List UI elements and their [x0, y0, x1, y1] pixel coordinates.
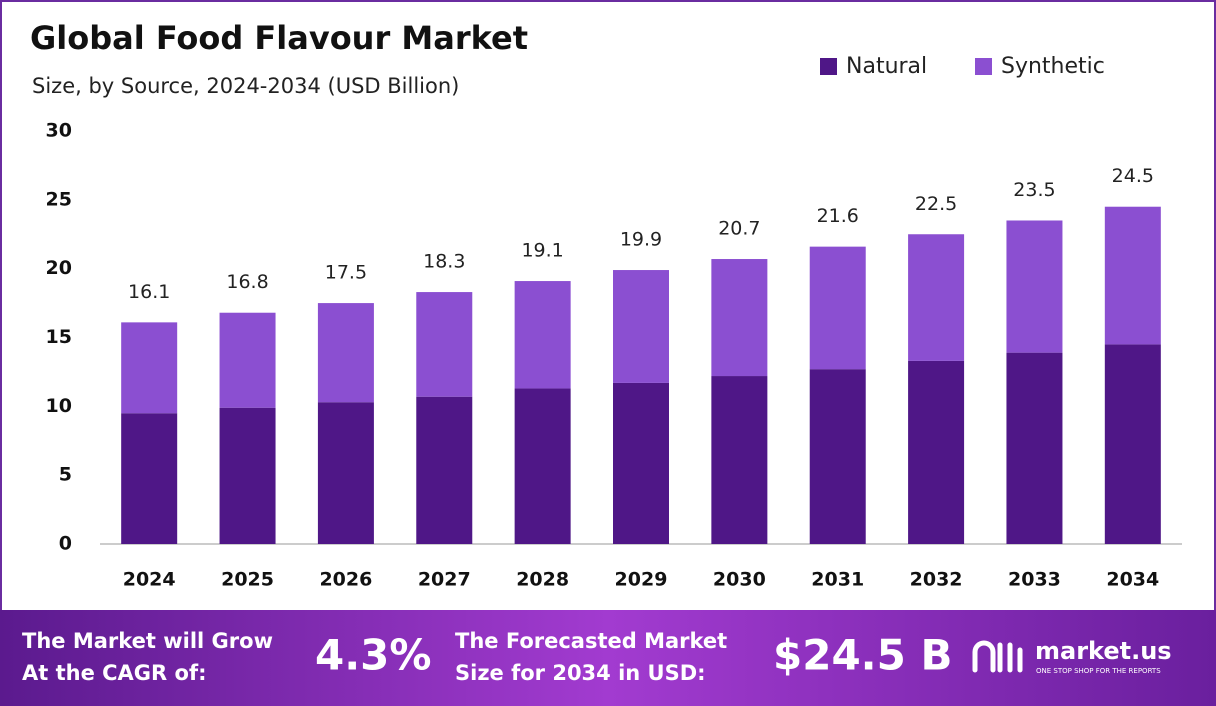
bar-segment: [1104, 344, 1161, 544]
bar-segment: [514, 388, 571, 544]
total-label: 17.5: [325, 262, 367, 284]
bar-segment: [1006, 220, 1063, 353]
total-label: 16.1: [128, 281, 170, 303]
bar-segment: [908, 234, 965, 361]
forecast-value: $24.5 B: [773, 631, 952, 680]
footer-text: The Market will Grow: [22, 629, 273, 653]
x-tick-label: 2034: [1106, 569, 1159, 591]
bar-segment: [613, 382, 669, 544]
total-label: 20.7: [718, 218, 760, 240]
y-tick-label: 15: [46, 326, 72, 348]
total-label: 19.9: [620, 229, 662, 251]
total-label: 19.1: [521, 240, 563, 262]
bar-segment: [809, 369, 866, 544]
brand-logo: [972, 640, 1023, 673]
total-label: 24.5: [1112, 165, 1154, 187]
x-tick-label: 2032: [910, 569, 963, 591]
bar-segment: [711, 259, 768, 377]
bar-segment: [711, 376, 768, 544]
x-tick-label: 2033: [1008, 569, 1061, 591]
bar-segment: [121, 322, 178, 414]
bar-segment: [908, 360, 965, 544]
x-tick-label: 2027: [418, 569, 471, 591]
bar-segment: [121, 413, 178, 544]
bar-segment: [514, 281, 571, 389]
x-tick-label: 2028: [516, 569, 569, 591]
bar-segment: [317, 402, 374, 544]
x-tick-label: 2031: [811, 569, 864, 591]
cagr-value: 4.3%: [315, 631, 431, 680]
bar-segment: [317, 303, 374, 403]
bar-segment: [1104, 206, 1161, 345]
tagline: ONE STOP SHOP FOR THE REPORTS: [1036, 667, 1161, 675]
y-tick-label: 0: [59, 533, 72, 555]
y-tick-label: 5: [59, 464, 72, 486]
x-tick-label: 2026: [319, 569, 372, 591]
bar-segment: [416, 292, 473, 397]
legend-label: Natural: [846, 54, 927, 79]
chart-subtitle: Size, by Source, 2024-2034 (USD Billion): [32, 74, 459, 98]
x-tick-label: 2025: [221, 569, 274, 591]
y-tick-label: 25: [46, 188, 72, 210]
y-tick-label: 10: [46, 395, 72, 417]
legend-swatch: [975, 58, 992, 75]
bar-segment: [219, 312, 276, 408]
legend-label: Synthetic: [1001, 54, 1105, 79]
total-label: 16.8: [226, 271, 268, 293]
chart-title: Global Food Flavour Market: [30, 19, 528, 57]
y-tick-label: 20: [46, 257, 72, 279]
bar-segment: [1006, 352, 1063, 544]
y-tick-label: 30: [46, 120, 72, 142]
footer-band: [0, 610, 1216, 706]
bar-segment: [809, 246, 866, 370]
total-label: 23.5: [1013, 179, 1055, 201]
footer-text: The Forecasted Market: [455, 629, 727, 653]
brand: market.us: [1035, 637, 1172, 665]
x-tick-label: 2030: [713, 569, 766, 591]
total-label: 18.3: [423, 251, 465, 273]
footer-text: At the CAGR of:: [22, 661, 207, 685]
bar-segment: [219, 407, 276, 544]
total-label: 21.6: [817, 205, 859, 227]
footer-text: Size for 2034 in USD:: [455, 661, 706, 685]
legend-swatch: [820, 58, 837, 75]
bar-segment: [613, 270, 669, 383]
x-tick-label: 2029: [615, 569, 668, 591]
bar-segment: [416, 396, 473, 544]
x-tick-label: 2024: [123, 569, 176, 591]
total-label: 22.5: [915, 193, 957, 215]
